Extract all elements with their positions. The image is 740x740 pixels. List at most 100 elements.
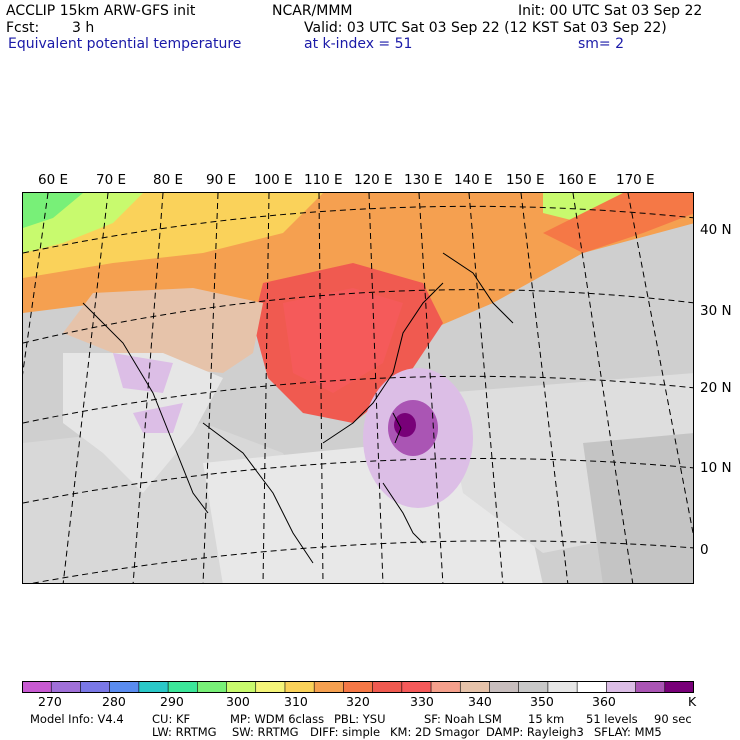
colorbar-cell xyxy=(459,681,491,693)
lon-label: 90 E xyxy=(206,172,236,188)
footer-lw: LW: RRTMG xyxy=(152,725,217,739)
colorbar-tick-label: 300 xyxy=(226,694,250,709)
lat-label: 40 N xyxy=(700,222,732,238)
colorbar-cell xyxy=(167,681,199,693)
lon-line xyxy=(62,193,109,583)
footer-sf: SF: Noah LSM xyxy=(424,712,502,726)
footer-mp: MP: WDM 6class xyxy=(230,712,325,726)
lon-label: 170 E xyxy=(616,172,655,188)
lat-line xyxy=(23,289,693,344)
colorbar-cell xyxy=(226,681,257,693)
coastline xyxy=(82,302,209,514)
field-patch xyxy=(543,193,623,223)
lon-label: 130 E xyxy=(404,172,443,188)
colorbar-cell xyxy=(489,681,520,693)
colorbar-tick-label: 270 xyxy=(38,694,62,709)
footer-cu: CU: KF xyxy=(152,712,191,726)
forecast-hour: 3 h xyxy=(72,20,95,36)
colorbar-unit: K xyxy=(688,694,697,709)
model-title: ACCLIP 15km ARW-GFS init xyxy=(6,3,196,19)
colorbar-cell xyxy=(401,681,432,693)
colorbar-tick-label: 290 xyxy=(160,694,184,709)
footer-resolution: 15 km xyxy=(528,712,565,726)
lon-label: 160 E xyxy=(558,172,597,188)
colorbar-cell xyxy=(138,681,169,693)
lon-line xyxy=(23,193,49,375)
colorbar-tick-label: 360 xyxy=(592,694,616,709)
footer-model-info: Model Info: V4.4 xyxy=(30,712,124,726)
lon-line xyxy=(202,193,219,583)
lat-label: 30 N xyxy=(700,303,732,319)
colorbar-cell xyxy=(518,681,549,693)
colorbar-tick-label: 330 xyxy=(410,694,434,709)
lon-label: 100 E xyxy=(254,172,293,188)
lat-label: 0 xyxy=(700,542,709,558)
colorbar-cell xyxy=(197,681,228,693)
lon-line xyxy=(132,193,164,583)
field-patch xyxy=(543,193,693,253)
footer-timestep: 90 sec xyxy=(654,712,692,726)
colorbar-cell xyxy=(22,681,53,693)
coastlines xyxy=(82,252,514,564)
graticule xyxy=(23,193,693,583)
lon-label: 110 E xyxy=(304,172,343,188)
colorbar-tick-label: 350 xyxy=(530,694,554,709)
smoothing-value: sm= 2 xyxy=(578,36,625,52)
lon-line xyxy=(418,193,444,583)
lon-label: 80 E xyxy=(153,172,183,188)
lon-line xyxy=(572,193,634,583)
colorbar-cell xyxy=(430,681,462,693)
lon-label: 60 E xyxy=(38,172,68,188)
colorbar-cell xyxy=(284,681,315,693)
colorbar-cell xyxy=(343,681,374,693)
colorbar-tick-label: 340 xyxy=(468,694,492,709)
coastline xyxy=(202,422,314,564)
colorbar-tick-label: 320 xyxy=(346,694,370,709)
lon-label: 150 E xyxy=(506,172,545,188)
typhoon-core xyxy=(394,413,416,437)
forecast-label: Fcst: xyxy=(6,20,40,36)
colorbar-cell xyxy=(664,681,694,693)
lat-label: 20 N xyxy=(700,380,732,396)
footer-pbl: PBL: YSU xyxy=(334,712,386,726)
lon-label: 140 E xyxy=(454,172,493,188)
lat-label: 10 N xyxy=(700,460,732,476)
coastline xyxy=(442,252,514,324)
center-name: NCAR/MMM xyxy=(272,3,353,19)
colorbar-tick-label: 280 xyxy=(102,694,126,709)
footer-diff: DIFF: simple xyxy=(310,725,381,739)
footer-damp: DAMP: Rayleigh3 xyxy=(486,725,584,739)
field-patch xyxy=(63,288,263,373)
field-name: Equivalent potential temperature xyxy=(8,36,242,52)
colorbar-cell xyxy=(547,681,578,693)
colorbar-cell xyxy=(80,681,111,693)
field-patch xyxy=(23,193,83,228)
colorbar-cell xyxy=(635,681,666,693)
colorbar-tick-label: 310 xyxy=(284,694,308,709)
colorbar-cell xyxy=(255,681,286,693)
map-panel xyxy=(22,192,694,584)
lon-line xyxy=(262,193,270,583)
footer-km: KM: 2D Smagor xyxy=(390,725,480,739)
footer-levels: 51 levels xyxy=(586,712,638,726)
lon-label: 120 E xyxy=(354,172,393,188)
init-time: Init: 00 UTC Sat 03 Sep 22 xyxy=(518,3,703,19)
lon-label: 70 E xyxy=(96,172,126,188)
colorbar-cell xyxy=(606,681,637,693)
lon-line xyxy=(520,193,569,583)
valid-time: Valid: 03 UTC Sat 03 Sep 22 (12 KST Sat … xyxy=(304,20,667,36)
coastline xyxy=(392,412,402,444)
field-patch xyxy=(113,353,173,393)
coastline xyxy=(382,482,424,544)
map-canvas xyxy=(23,193,693,583)
colorbar-cell xyxy=(109,681,140,693)
footer-sflay: SFLAY: MM5 xyxy=(594,725,662,739)
lon-line xyxy=(627,193,693,536)
colorbar-cell xyxy=(50,681,82,693)
lon-line xyxy=(468,193,504,583)
lon-line xyxy=(318,193,324,583)
colorbar-cell xyxy=(372,681,403,693)
colorbar xyxy=(22,681,694,693)
footer-sw: SW: RRTMG xyxy=(232,725,299,739)
coastline xyxy=(322,282,444,444)
